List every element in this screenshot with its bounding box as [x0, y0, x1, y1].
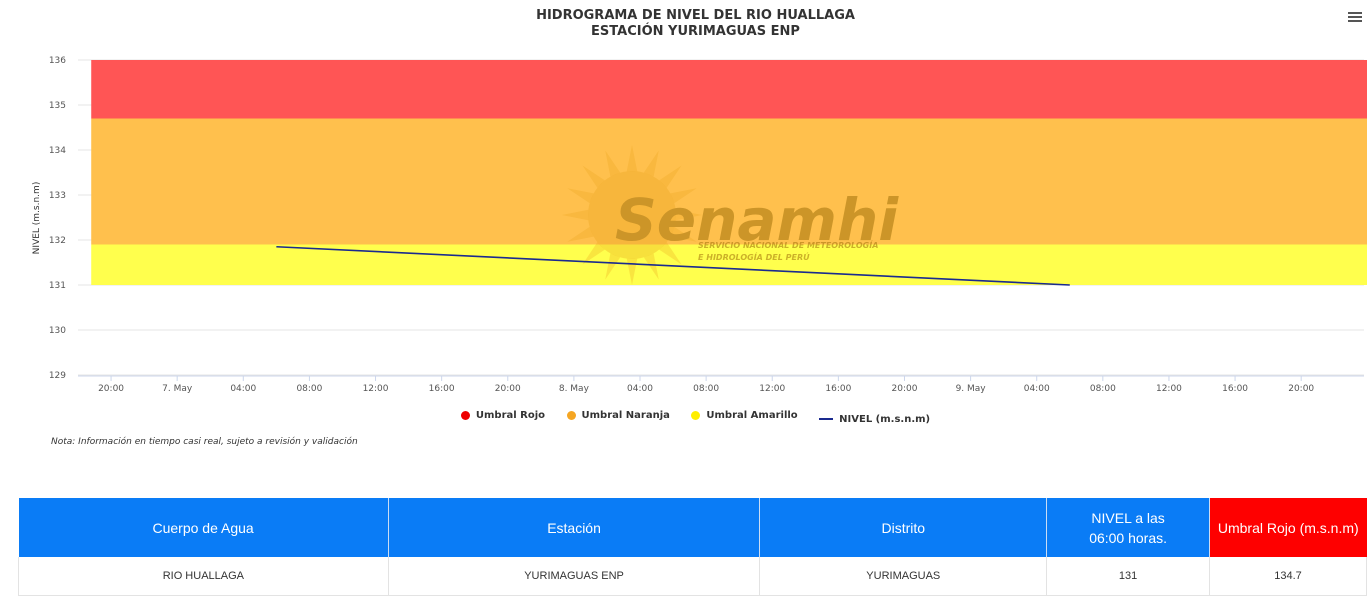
sun-ray: [562, 209, 589, 221]
x-tick-label: 08:00: [296, 384, 322, 394]
x-tick-label: 12:00: [1156, 384, 1182, 394]
sun-ray: [567, 226, 594, 242]
x-tick-label: 8. May: [559, 384, 590, 394]
sun-logo-icon: [562, 145, 702, 285]
watermark-brand: Senamhi: [615, 186, 899, 254]
y-tick-label: 131: [49, 281, 66, 291]
legend-line-icon: [819, 418, 834, 420]
sun-ray: [643, 253, 659, 280]
sun-ray: [670, 226, 697, 242]
sun-ray: [582, 242, 605, 265]
chart-legend: Umbral Rojo Umbral Naranja Umbral Amaril…: [0, 410, 1367, 425]
cell-nivel: 131: [1046, 557, 1211, 596]
chart-title-line-1: HIDROGRAMA DE NIVEL DEL RIO HUALLAGA: [536, 8, 855, 23]
legend-label: NIVEL (m.s.n.m): [839, 413, 931, 425]
chart-title-line-2: ESTACIÓN YURIMAGUAS ENP: [591, 24, 800, 39]
sun-ray: [670, 188, 697, 204]
table-row: RIO HUALLAGA YURIMAGUAS ENP YURIMAGUAS 1…: [18, 557, 1367, 596]
sun-ray: [659, 242, 682, 265]
station-summary-table: Cuerpo de Agua Estación Distrito NIVEL a…: [18, 498, 1367, 596]
legend-label: Umbral Amarillo: [706, 410, 798, 421]
legend-dot-icon: [460, 411, 470, 420]
sun-ray: [659, 165, 682, 188]
chart-container: HIDROGRAMA DE NIVEL DEL RIO HUALLAGA EST…: [0, 8, 1367, 447]
legend-item-umbral-rojo[interactable]: Umbral Rojo: [460, 410, 546, 421]
y-tick-label: 129: [49, 371, 66, 381]
sun-ray: [626, 145, 638, 172]
table-header-row: Cuerpo de Agua Estación Distrito NIVEL a…: [18, 498, 1367, 557]
legend-label: Umbral Rojo: [475, 410, 546, 421]
data-note: Nota: Información en tiempo casi real, s…: [51, 437, 358, 447]
sun-ray: [605, 150, 621, 177]
header-cuerpo-de-agua: Cuerpo de Agua: [18, 498, 389, 557]
x-tick-label: 12:00: [759, 384, 785, 394]
x-axis-ticks: 20:00 7. May 04:00 08:00 12:00 16:00 20:00 8. M…: [98, 376, 1314, 394]
legend-item-nivel[interactable]: NIVEL (m.s.n.m): [819, 414, 930, 425]
watermark-subline-2: E HIDROLOGÍA DEL PERÚ: [698, 251, 810, 262]
legend-dot-icon: [566, 411, 576, 420]
sun-ray: [567, 188, 594, 204]
x-tick-label: 12:00: [363, 384, 389, 394]
x-tick-label: 08:00: [1090, 384, 1116, 394]
y-axis-ticks: 129 130 131 132 133 134 135 136: [49, 56, 66, 381]
legend-item-umbral-amarillo[interactable]: Umbral Amarillo: [691, 410, 798, 421]
y-tick-label: 134: [49, 146, 66, 156]
series-lines: [276, 245, 1070, 286]
series-line-nivel: [276, 245, 1070, 286]
x-tick-label: 16:00: [429, 384, 455, 394]
senamhi-watermark: Senamhi SERVICIO NACIONAL DE METEOROLOGÍ…: [562, 145, 899, 285]
header-distrito: Distrito: [759, 498, 1048, 557]
watermark-subline-1: SERVICIO NACIONAL DE METEOROLOGÍA: [698, 239, 878, 250]
x-tick-label: 16:00: [1222, 384, 1248, 394]
x-tick-label: 20:00: [495, 384, 521, 394]
hydrograph-chart: Senamhi SERVICIO NACIONAL DE METEOROLOGÍ…: [32, 56, 1367, 394]
y-tick-label: 132: [49, 236, 66, 246]
x-tick-label: 9. May: [956, 384, 987, 394]
legend-item-umbral-naranja[interactable]: Umbral Naranja: [566, 410, 670, 421]
sun-ray: [605, 253, 621, 280]
sun-ray: [643, 150, 659, 177]
header-umbral-rojo: Umbral Rojo (m.s.n.m): [1209, 498, 1367, 557]
cell-cuerpo-de-agua: RIO HUALLAGA: [18, 557, 389, 596]
sun-ray: [626, 258, 638, 285]
y-tick-label: 135: [49, 101, 66, 111]
x-tick-label: 08:00: [693, 384, 719, 394]
header-nivel: NIVEL a las 06:00 horas.: [1046, 498, 1211, 557]
header-nivel-line-2: 06:00 horas.: [1089, 529, 1168, 546]
header-estacion: Estación: [388, 498, 761, 557]
x-tick-label: 20:00: [892, 384, 918, 394]
sun-ray: [675, 209, 702, 221]
x-tick-label: 04:00: [230, 384, 256, 394]
x-tick-label: 04:00: [1024, 384, 1050, 394]
x-tick-label: 20:00: [98, 384, 124, 394]
band-umbral-rojo: [91, 60, 1367, 119]
x-tick-label: 7. May: [162, 384, 193, 394]
band-umbral-naranja: [91, 118, 1367, 245]
legend-label: Umbral Naranja: [581, 410, 670, 421]
y-tick-label: 130: [49, 326, 66, 336]
x-tick-label: 16:00: [825, 384, 851, 394]
sun-ray: [582, 165, 605, 188]
cell-distrito: YURIMAGUAS: [759, 557, 1048, 596]
header-nivel-line-1: NIVEL a las: [1091, 509, 1165, 526]
cell-umbral-rojo: 134.7: [1209, 557, 1367, 596]
y-tick-label: 133: [49, 191, 66, 201]
x-tick-label: 20:00: [1288, 384, 1314, 394]
cell-estacion: YURIMAGUAS ENP: [387, 557, 761, 596]
y-tick-label: 136: [49, 56, 66, 66]
y-axis-label: NIVEL (m.s.n.m): [32, 182, 42, 255]
legend-dot-icon: [691, 411, 701, 420]
chart-title: HIDROGRAMA DE NIVEL DEL RIO HUALLAGA EST…: [0, 8, 1367, 40]
threshold-bands: [91, 60, 1367, 285]
hamburger-menu-icon[interactable]: [1347, 10, 1363, 24]
x-tick-label: 04:00: [627, 384, 653, 394]
band-umbral-amarillo: [91, 244, 1367, 285]
